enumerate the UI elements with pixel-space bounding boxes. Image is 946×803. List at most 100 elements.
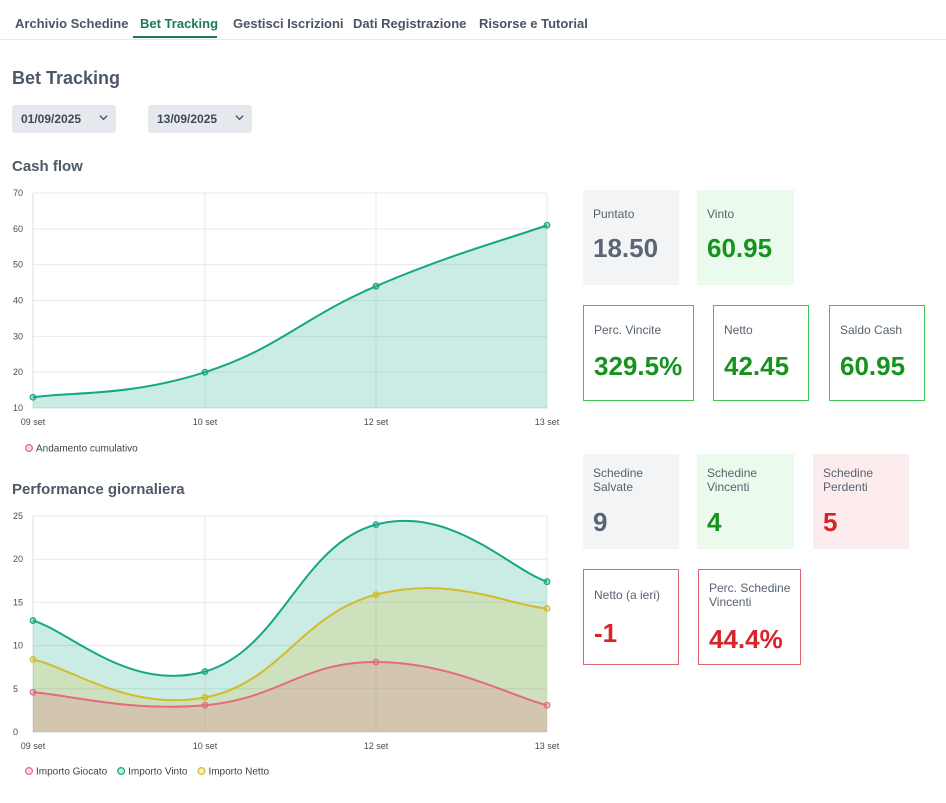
performance-area-1 [33,520,547,732]
chevron-down-icon [235,115,244,121]
start-date-value: 01/09/2025 [21,112,82,126]
tab-bet-tracking[interactable]: Bet Tracking [140,16,219,31]
performance-y-tick-label: 5 [13,684,18,694]
performance-x-tick-label: 12 set [364,741,389,751]
schedine-salvate-card: Schedine Salvate 9 [583,454,679,549]
tab-bar: Archivio Schedine Bet Tracking Gestisci … [0,0,946,40]
saldo-cash-label: Saldo Cash [840,323,903,337]
performance-legend-label: Importo Netto [208,767,269,778]
cashflow-y-tick-label: 70 [13,188,23,198]
puntato-value: 18.50 [593,233,659,263]
cashflow-x-tick-label: 12 set [364,417,389,427]
vinto-value: 60.95 [707,233,773,263]
netto-card: Netto 42.45 [713,305,809,401]
perc-schedine-vincenti-label: Perc. Schedine Vincenti [709,581,791,609]
perc-vincite-label: Perc. Vincite [594,323,662,337]
performance-y-tick-label: 15 [13,597,23,607]
performance-legend-label: Importo Giocato [36,767,108,778]
schedine-vincenti-value: 4 [707,507,722,537]
cashflow-x-tick-label: 13 set [535,417,560,427]
netto-label: Netto [724,323,753,337]
performance-line-0 [32,661,548,708]
performance-chart: 0 5 10 15 20 25 09 set 10 set 12 set 13 set Import… [13,511,560,778]
schedine-salvate-label: Schedine Salvate [593,466,644,494]
performance-area-2 [33,588,547,732]
performance-x-tick-label: 13 set [535,741,560,751]
netto-value: 42.45 [724,351,790,381]
cashflow-y-tick-label: 40 [13,296,23,306]
performance-line-2 [32,587,548,702]
performance-y-tick-label: 10 [13,641,23,651]
active-tab-indicator [133,36,217,38]
performance-point-1 [372,521,380,529]
performance-point-2 [29,656,37,663]
schedine-perdenti-label: Schedine Perdenti [823,466,874,494]
cashflow-legend-label: Andamento cumulativo [36,444,138,455]
netto-ieri-value: -1 [594,618,618,648]
cashflow-point-0 [543,221,551,229]
performance-area-0 [33,662,547,732]
cashflow-y-tick-label: 10 [13,403,23,413]
performance-point-0 [372,658,380,666]
performance-point-0 [201,701,209,709]
performance-point-1 [543,578,551,586]
cashflow-x-tick-label: 10 set [193,417,218,427]
puntato-label: Puntato [593,207,635,221]
tab-gestisci-iscrizioni[interactable]: Gestisci Iscrizioni [233,16,344,31]
cashflow-area-0 [33,225,547,408]
cashflow-point-0 [372,282,380,290]
performance-legend-label: Importo Vinto [128,767,188,778]
saldo-cash-card: Saldo Cash 60.95 [829,305,925,401]
cashflow-y-tick-label: 20 [13,367,23,377]
performance-y-tick-label: 20 [13,554,23,564]
vinto-card: Vinto 60.95 [697,190,794,285]
performance-point-2 [201,694,209,701]
start-date-select[interactable]: 01/09/2025 [12,105,116,133]
perc-schedine-vincenti-card: Perc. Schedine Vincenti 44.4% [698,569,801,665]
puntato-card: Puntato 18.50 [583,190,679,285]
vinto-label: Vinto [707,207,735,221]
cashflow-line-0 [32,224,548,399]
tab-archivio-schedine[interactable]: Archivio Schedine [15,16,129,31]
performance-point-1 [29,617,37,624]
saldo-cash-value: 60.95 [840,351,906,381]
performance-point-2 [543,605,551,612]
schedine-perdenti-card: Schedine Perdenti 5 [813,454,909,549]
tab-risorse-tutorial[interactable]: Risorse e Tutorial [479,16,588,31]
performance-point-2 [372,591,380,599]
cashflow-legend-marker [25,444,34,453]
tab-dati-registrazione[interactable]: Dati Registrazione [353,16,467,31]
cashflow-point-0 [201,368,209,376]
perc-vincite-card: Perc. Vincite 329.5% [583,305,694,401]
cashflow-point-0 [29,393,37,401]
performance-legend-marker [117,766,126,775]
performance-point-1 [201,668,209,675]
page-title: Bet Tracking [12,68,121,88]
performance-title: Performance giornaliera [12,481,185,498]
cashflow-y-tick-label: 30 [13,331,23,341]
schedine-perdenti-value: 5 [823,507,838,537]
netto-ieri-card: Netto (a ieri) -1 [583,569,679,665]
cashflow-chart: 10 20 30 40 50 60 70 09 set 10 set 12 set 13 set An… [13,188,560,455]
performance-x-tick-label: 09 set [21,741,46,751]
performance-legend-marker [25,766,34,775]
cashflow-y-tick-label: 50 [13,260,23,270]
performance-line-1 [32,519,548,677]
performance-point-0 [543,701,551,709]
end-date-select[interactable]: 13/09/2025 [148,105,252,133]
cashflow-title: Cash flow [12,158,83,175]
perc-vincite-value: 329.5% [594,351,683,381]
cashflow-y-tick-label: 60 [13,224,23,234]
cashflow-x-tick-label: 09 set [21,417,46,427]
end-date-value: 13/09/2025 [157,112,218,126]
netto-ieri-label: Netto (a ieri) [594,588,661,602]
perc-schedine-vincenti-value: 44.4% [709,624,783,654]
schedine-salvate-value: 9 [593,507,608,537]
performance-x-tick-label: 10 set [193,741,218,751]
schedine-vincenti-card: Schedine Vincenti 4 [697,454,794,549]
chevron-down-icon [99,115,108,121]
performance-y-tick-label: 0 [13,727,18,737]
schedine-vincenti-label: Schedine Vincenti [707,466,758,494]
performance-point-0 [29,688,37,696]
